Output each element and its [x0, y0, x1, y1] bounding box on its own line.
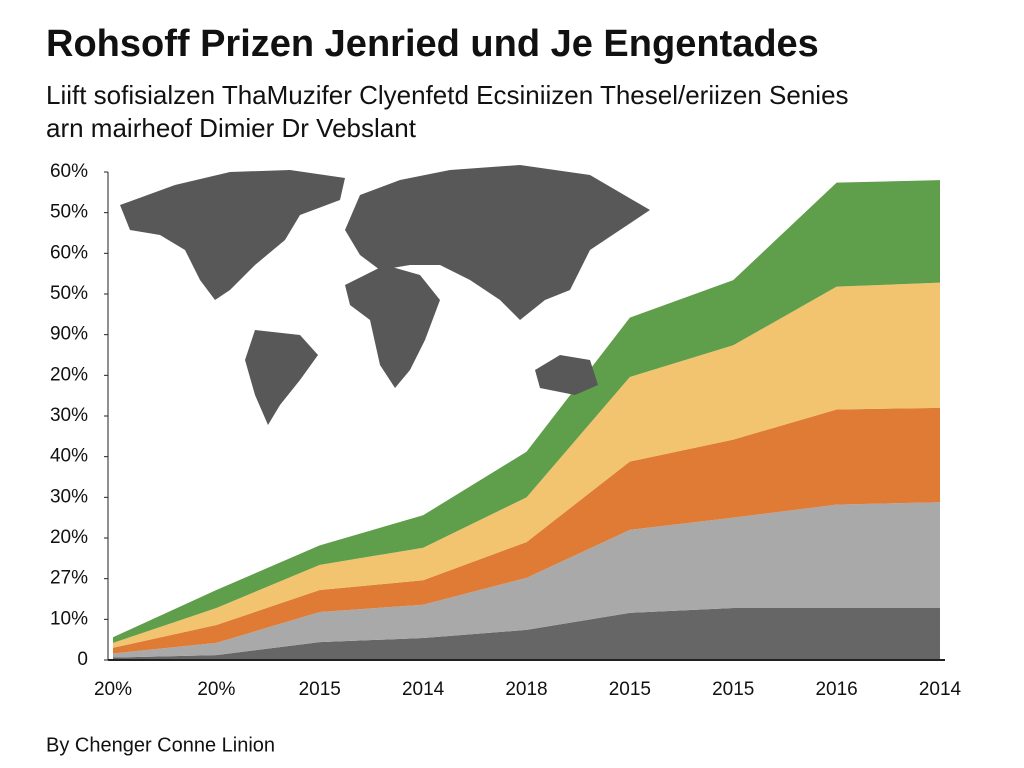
- map-north-america: [120, 170, 345, 300]
- y-tick-label: 20%: [50, 364, 88, 385]
- source: By Chenger Conne Linion: [46, 734, 275, 756]
- world-map: [120, 165, 650, 425]
- x-tick-label: 2015: [299, 679, 341, 700]
- y-tick-label: 30%: [50, 486, 88, 507]
- y-tick-label: 90%: [50, 324, 88, 345]
- y-tick-label: 30%: [50, 405, 88, 426]
- area: [113, 607, 940, 660]
- x-tick-label: 20%: [94, 679, 132, 700]
- subtitle: Liift sofisialzen ThaMuzifer Clyenfetd E…: [46, 80, 849, 110]
- area: [113, 502, 940, 658]
- chart-title: Rohsoff Prizen Jenried und Je Engentades: [46, 23, 819, 65]
- y-tick-label: 50%: [50, 202, 88, 223]
- y-tick-label: 10%: [50, 608, 88, 629]
- x-tick-label: 2015: [712, 679, 754, 700]
- x-tick-label: 2018: [505, 679, 547, 700]
- x-tick-label: 2014: [402, 679, 445, 700]
- x-tick-label: 2016: [815, 679, 857, 700]
- subtitle: arn mairheof Dimier Dr Vebslant: [46, 113, 417, 143]
- y-tick-label: 20%: [50, 527, 88, 548]
- y-tick-label: 27%: [50, 568, 88, 589]
- y-tick-label: 50%: [50, 283, 88, 304]
- x-tick-label: 2015: [609, 679, 651, 700]
- area: [113, 180, 940, 643]
- x-tick-label: 2014: [919, 679, 962, 700]
- y-tick-label: 0: [77, 649, 88, 670]
- map-eurasia: [345, 165, 650, 320]
- y-tick-label: 60%: [50, 161, 88, 182]
- map-south-america: [245, 330, 318, 425]
- map-africa: [345, 265, 440, 388]
- map-australia: [535, 355, 598, 395]
- y-tick-label: 40%: [50, 446, 88, 467]
- y-tick-label: 60%: [50, 242, 88, 263]
- area: [113, 407, 940, 654]
- area: [113, 282, 940, 648]
- x-tick-label: 20%: [197, 679, 235, 700]
